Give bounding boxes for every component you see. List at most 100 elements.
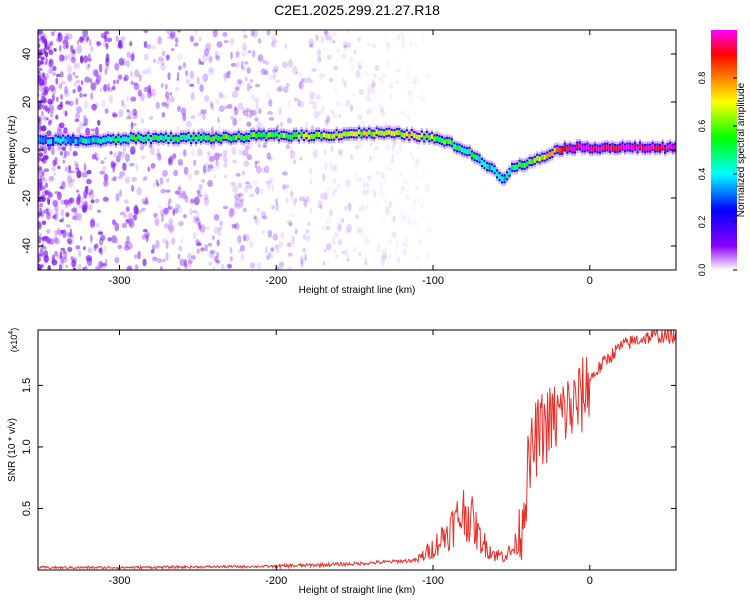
ridge-core — [603, 144, 606, 150]
noise-speckle — [52, 172, 57, 176]
noise-speckle — [414, 184, 419, 191]
ridge-core — [591, 146, 594, 152]
ridge-core — [578, 143, 581, 149]
noise-speckle — [332, 237, 336, 246]
noise-speckle — [195, 239, 200, 246]
noise-speckle — [86, 169, 92, 175]
noise-speckle — [210, 126, 214, 135]
ridge-core — [97, 137, 100, 143]
noise-speckle — [371, 43, 377, 49]
ridge-core — [107, 136, 110, 142]
ridge-core — [114, 138, 117, 144]
noise-speckle — [51, 147, 55, 156]
noise-speckle — [199, 224, 206, 233]
noise-speckle — [193, 159, 197, 166]
noise-speckle — [175, 190, 179, 195]
noise-speckle — [105, 180, 110, 186]
noise-speckle — [305, 195, 310, 203]
noise-speckle — [76, 170, 82, 179]
noise-speckle — [224, 105, 228, 110]
noise-speckle — [255, 165, 262, 174]
noise-speckle — [424, 183, 430, 193]
noise-speckle — [308, 80, 314, 83]
spec-y-tick-label: 0 — [21, 147, 33, 153]
noise-speckle — [177, 158, 183, 165]
noise-speckle — [229, 247, 233, 254]
noise-speckle — [358, 177, 364, 182]
noise-speckle — [38, 189, 41, 197]
noise-speckle — [78, 36, 84, 43]
noise-speckle — [187, 172, 193, 181]
noise-speckle — [346, 30, 351, 35]
noise-speckle — [41, 170, 45, 177]
noise-speckle — [45, 207, 49, 212]
noise-speckle — [152, 58, 156, 63]
noise-speckle — [361, 203, 364, 212]
ridge-core — [310, 133, 313, 139]
ridge-core — [182, 134, 185, 140]
noise-speckle — [42, 98, 47, 104]
noise-speckle — [230, 256, 233, 262]
noise-speckle — [134, 264, 139, 270]
noise-speckle — [282, 86, 289, 93]
noise-speckle — [268, 99, 273, 107]
noise-speckle — [156, 258, 163, 264]
noise-speckle — [187, 259, 194, 264]
noise-speckle — [289, 150, 296, 159]
noise-speckle — [72, 54, 75, 60]
noise-speckle — [286, 242, 292, 248]
ridge-core — [287, 134, 290, 140]
noise-speckle — [271, 34, 276, 41]
ridge-core — [144, 136, 147, 142]
colorbar-tick-label: 0.4 — [697, 168, 707, 181]
noise-speckle — [82, 55, 89, 63]
noise-speckle — [82, 266, 86, 270]
noise-speckle — [39, 166, 43, 171]
noise-speckle — [309, 179, 313, 186]
noise-speckle — [251, 93, 255, 100]
noise-speckle — [107, 237, 112, 242]
noise-speckle — [178, 221, 184, 227]
noise-speckle — [72, 205, 78, 214]
noise-speckle — [324, 30, 330, 38]
ridge-core — [621, 143, 624, 149]
noise-speckle — [96, 41, 102, 47]
noise-speckle — [125, 60, 131, 68]
noise-speckle — [61, 146, 66, 151]
noise-speckle — [90, 46, 94, 53]
noise-speckle — [144, 231, 151, 239]
noise-speckle — [76, 189, 80, 193]
noise-speckle — [239, 244, 246, 252]
noise-speckle — [168, 218, 174, 225]
noise-speckle — [79, 93, 83, 98]
ridge-core — [350, 131, 353, 136]
noise-speckle — [38, 32, 42, 36]
noise-speckle — [366, 187, 370, 195]
noise-speckle — [212, 266, 216, 270]
noise-speckle — [385, 39, 389, 47]
noise-speckle — [329, 35, 333, 44]
noise-speckle — [51, 254, 56, 262]
noise-speckle — [48, 100, 54, 105]
noise-speckle — [215, 251, 220, 258]
noise-speckle — [325, 226, 331, 231]
noise-speckle — [426, 218, 430, 224]
noise-speckle — [126, 265, 133, 270]
noise-speckle — [242, 149, 249, 157]
noise-speckle — [78, 250, 82, 258]
noise-speckle — [218, 92, 224, 99]
noise-speckle — [156, 59, 161, 65]
ridge-core — [410, 131, 413, 137]
ridge-core — [312, 134, 316, 139]
noise-speckle — [253, 215, 257, 220]
noise-speckle — [76, 106, 82, 114]
noise-speckle — [264, 70, 269, 76]
ridge-core — [39, 137, 42, 143]
ridge-core — [616, 146, 619, 152]
noise-speckle — [61, 55, 65, 61]
ridge-core — [661, 143, 664, 149]
ridge-core — [232, 135, 235, 141]
noise-speckle — [49, 84, 55, 92]
noise-speckle — [226, 263, 233, 269]
noise-speckle — [147, 67, 152, 75]
